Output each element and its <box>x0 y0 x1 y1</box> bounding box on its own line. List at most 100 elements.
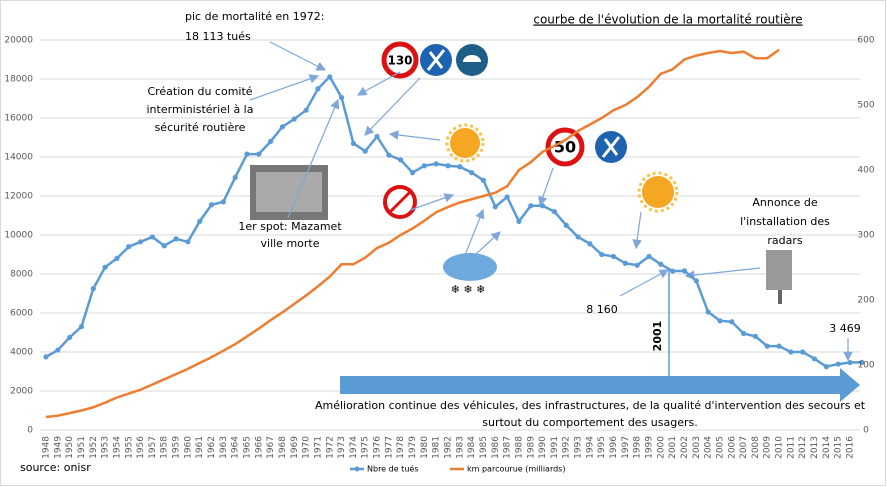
data-point <box>717 318 723 324</box>
y2-tick-label: 0 <box>863 426 869 436</box>
data-point <box>504 194 510 200</box>
x-tick-label: 1964 <box>231 436 241 459</box>
x-tick-label: 2011 <box>786 436 796 459</box>
annotation: pic de mortalité en 1972: <box>185 10 324 23</box>
data-point <box>279 124 286 130</box>
data-point <box>256 151 262 157</box>
x-tick-label: 1986 <box>491 436 501 459</box>
data-point <box>788 349 794 355</box>
data-point <box>516 218 522 224</box>
x-tick-label: 1978 <box>396 436 406 459</box>
data-point <box>398 157 404 163</box>
x-tick-label: 2002 <box>680 436 690 459</box>
data-point <box>800 349 806 355</box>
data-point <box>185 239 191 245</box>
x-tick-label: 1989 <box>526 436 536 459</box>
data-point <box>811 356 818 362</box>
data-point <box>480 177 487 183</box>
data-point <box>303 107 309 113</box>
y2-tick-label: 600 <box>857 36 874 46</box>
y-tick-label: 16000 <box>4 114 33 124</box>
data-point <box>268 138 274 144</box>
x-tick-label: 1959 <box>172 436 182 459</box>
x-tick-label: 1992 <box>562 436 572 459</box>
annotation: 1er spot: Mazamet <box>238 220 342 233</box>
data-point <box>67 334 73 340</box>
x-tick-label: 2007 <box>739 436 749 459</box>
x-tick-label: 1962 <box>207 436 217 459</box>
legend-label: km parcourue (milliards) <box>467 465 565 474</box>
data-point <box>315 86 321 92</box>
x-tick-label: 1977 <box>384 436 394 459</box>
annotation: interministériel à la <box>147 103 254 116</box>
series-line <box>45 48 780 419</box>
x-tick-label: 1996 <box>609 436 619 459</box>
data-point <box>528 203 534 209</box>
x-tick-label: 1975 <box>361 436 371 459</box>
x-tick-label: 1980 <box>420 436 430 459</box>
data-point <box>78 324 85 330</box>
data-point <box>43 354 49 360</box>
data-point <box>776 343 782 349</box>
data-point <box>634 262 640 268</box>
x-tick-label: 1966 <box>254 436 264 459</box>
x-tick-label: 2014 <box>822 436 832 459</box>
x-tick-label: 2001 <box>668 436 678 459</box>
data-point <box>90 286 96 292</box>
data-point <box>421 163 427 169</box>
data-point <box>539 203 546 209</box>
x-tick-label: 1957 <box>148 436 158 459</box>
x-tick-label: 2012 <box>798 436 808 459</box>
x-tick-label: 1985 <box>479 436 489 459</box>
data-point <box>457 164 463 170</box>
x-tick-label: 1969 <box>290 436 300 459</box>
x-tick-label: 1953 <box>101 436 111 459</box>
data-point <box>705 309 711 315</box>
data-point <box>599 251 605 258</box>
y-tick-label: 10000 <box>4 231 33 241</box>
annotation-arrows <box>249 41 853 362</box>
data-point <box>114 255 120 261</box>
x-tick-label: 1994 <box>585 436 595 459</box>
annotation: Amélioration continue des véhicules, des… <box>315 399 866 412</box>
annotation: ville morte <box>261 237 320 250</box>
x-tick-label: 1967 <box>266 436 276 459</box>
data-point <box>433 161 439 167</box>
data-point <box>232 174 238 181</box>
x-tick-label: 1984 <box>467 436 477 459</box>
x-tick-label: 1974 <box>349 436 359 459</box>
y2-tick-label: 500 <box>857 101 874 111</box>
data-point <box>551 209 558 215</box>
annotation: Création du comité <box>147 85 252 98</box>
x-tick-label: 1993 <box>574 436 584 459</box>
data-point <box>693 278 699 284</box>
y-tick-label: 4000 <box>10 348 33 358</box>
data-point <box>563 222 569 228</box>
data-point <box>492 204 498 210</box>
data-point <box>587 241 593 247</box>
x-tick-label: 1976 <box>373 436 383 459</box>
x-tick-label: 1949 <box>53 436 63 459</box>
x-tick-label: 1956 <box>136 436 146 459</box>
x-tick-label: 1981 <box>432 436 442 459</box>
data-point <box>847 359 853 366</box>
x-tick-label: 1995 <box>597 436 607 459</box>
y-tick-label: 12000 <box>4 192 33 202</box>
x-tick-label: 1998 <box>633 436 643 459</box>
data-point <box>102 264 108 270</box>
x-tick-label: 1991 <box>550 436 560 459</box>
x-tick-label: 2005 <box>715 436 725 459</box>
x-tick-label: 1982 <box>444 436 454 459</box>
x-tick-label: 1963 <box>219 436 229 459</box>
y-tick-label: 2000 <box>10 387 33 397</box>
chart-title: courbe de l'évolution de la mortalité ro… <box>533 13 802 27</box>
x-tick-label: 1968 <box>278 436 288 459</box>
data-point <box>244 151 250 157</box>
data-point <box>729 319 735 325</box>
annotation: Annonce de <box>752 196 817 209</box>
x-tick-label: 1961 <box>195 436 205 459</box>
y-tick-label: 0 <box>27 426 33 436</box>
data-point <box>338 94 345 101</box>
x-tick-label: 2009 <box>763 436 773 459</box>
